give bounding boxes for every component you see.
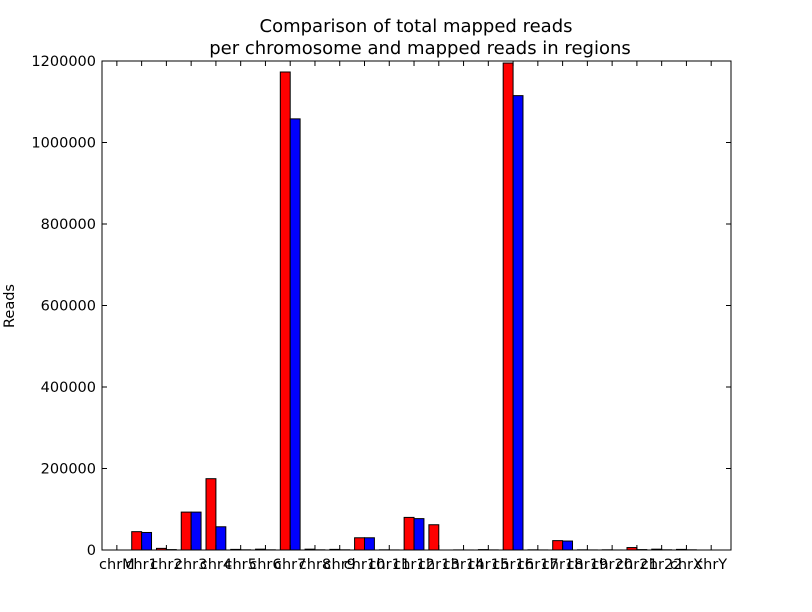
- bar-series-1-chr1: [131, 531, 143, 551]
- x-tick-label-chr9: chr9: [324, 557, 356, 573]
- bar-series-1-chr3: [180, 511, 192, 551]
- x-tick-label-chr19: chr19: [567, 557, 609, 573]
- x-tick-label-chr8: chr8: [299, 557, 331, 573]
- x-tick-label-chr1: chr1: [125, 557, 157, 573]
- x-tick-label-chr4: chr4: [200, 557, 232, 573]
- bar-series-1-chr10: [354, 537, 365, 551]
- x-tick-label-chr10: chr10: [344, 557, 386, 573]
- bar-series-2-chr18: [562, 540, 574, 551]
- bar-series-2-chr1: [141, 531, 153, 551]
- bar-series-2-chr4: [215, 526, 227, 551]
- bar-series-2-chr7: [289, 118, 301, 551]
- bar-series-2-chr3: [190, 511, 202, 551]
- x-tick-label-chr14: chr14: [443, 557, 485, 573]
- bar-series-1-chr7: [279, 71, 291, 551]
- x-tick-label-chr20: chr20: [591, 557, 633, 573]
- x-tick-label-chrY: chrY: [695, 557, 727, 573]
- x-tick-label-chr22: chr22: [641, 557, 683, 573]
- y-axis: 0 200000 400000 600000 800000 1000000 1200000: [31, 54, 731, 559]
- x-tick-label-chr18: chr18: [542, 557, 584, 573]
- plot-frame: [101, 60, 732, 551]
- y-tick-label-5: 1000000: [31, 136, 96, 152]
- y-axis-label: Reads: [2, 284, 18, 328]
- x-tick-label-chr16: chr16: [492, 557, 534, 573]
- x-tick-label-chr5: chr5: [224, 557, 256, 573]
- y-tick-label-0: 0: [87, 543, 96, 559]
- chart-title-line-1: Comparison of total mapped reads: [260, 16, 573, 37]
- bar-series-2-chr16: [512, 95, 524, 551]
- y-tick-label-6: 1200000: [31, 54, 96, 70]
- bar-series-2-chr10: [363, 537, 375, 551]
- x-tick-label-chr12: chr12: [393, 557, 435, 573]
- x-tick-label-chrX: chrX: [670, 557, 703, 573]
- y-tick-label-2: 400000: [41, 380, 96, 396]
- bar-series-1-chr13: [428, 524, 440, 551]
- x-tick-label-chr15: chr15: [468, 557, 510, 573]
- bar-series-2-chr12: [413, 518, 425, 551]
- x-tick-label-chr17: chr17: [517, 557, 559, 573]
- bar-series-1-chr4: [205, 478, 217, 551]
- x-tick-label-chr3: chr3: [175, 557, 207, 573]
- x-tick-label-chr2: chr2: [150, 557, 182, 573]
- bar-series-1-chr18: [552, 540, 564, 551]
- x-axis: chrMchr1chr2chr3chr4chr5chr6chr7chr8chr9…: [99, 61, 727, 573]
- x-tick-label-chr21: chr21: [616, 557, 658, 573]
- x-tick-label-chrM: chrM: [99, 557, 135, 573]
- y-tick-label-4: 800000: [41, 217, 96, 233]
- x-tick-label-chr7: chr7: [274, 557, 306, 573]
- chart-title-line-2: per chromosome and mapped reads in regio…: [209, 38, 631, 59]
- x-tick-label-chr11: chr11: [368, 557, 410, 573]
- bar-series-1-chr16: [502, 62, 514, 551]
- y-tick-label-3: 600000: [41, 299, 96, 315]
- x-tick-label-chr6: chr6: [249, 557, 281, 573]
- bar-series-1-chr12: [403, 516, 415, 551]
- x-tick-label-chr13: chr13: [418, 557, 460, 573]
- y-tick-label-1: 200000: [41, 462, 96, 478]
